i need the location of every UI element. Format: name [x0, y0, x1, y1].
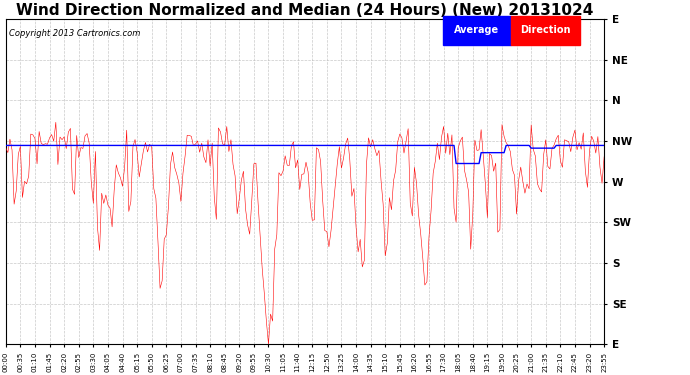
Text: Direction: Direction	[520, 26, 571, 35]
Text: Average: Average	[455, 26, 500, 35]
Title: Wind Direction Normalized and Median (24 Hours) (New) 20131024: Wind Direction Normalized and Median (24…	[17, 3, 593, 18]
FancyBboxPatch shape	[511, 16, 580, 45]
FancyBboxPatch shape	[442, 16, 511, 45]
Text: Copyright 2013 Cartronics.com: Copyright 2013 Cartronics.com	[9, 29, 140, 38]
